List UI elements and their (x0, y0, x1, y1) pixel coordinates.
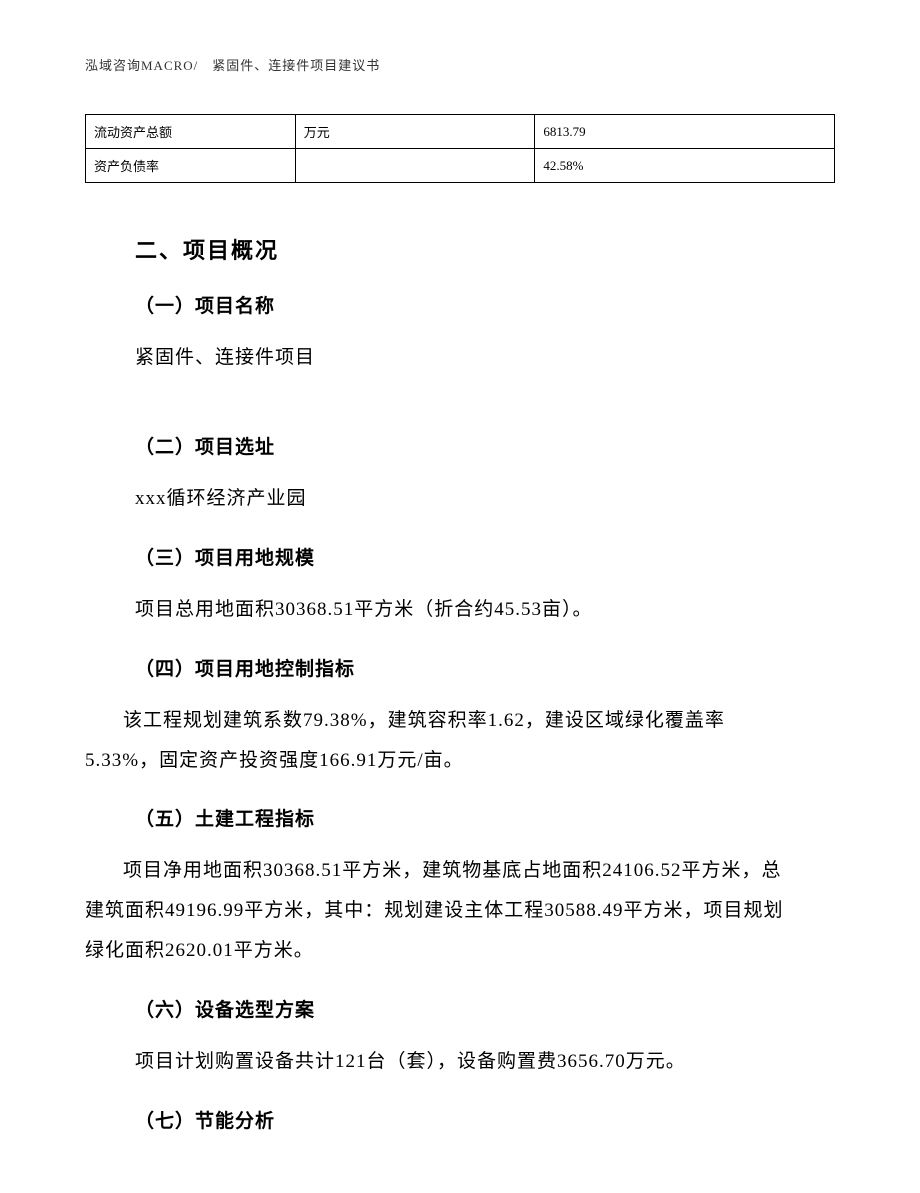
subsection-heading: （一）项目名称 (135, 291, 785, 318)
subsection-heading: （三）项目用地规模 (135, 543, 785, 570)
table-cell-label: 资产负债率 (86, 149, 296, 183)
subsection-heading: （五）土建工程指标 (135, 804, 785, 831)
body-text: 该工程规划建筑系数79.38%，建筑容积率1.62，建设区域绿化覆盖率5.33%… (85, 701, 785, 781)
subsection-heading: （七）节能分析 (135, 1106, 785, 1133)
financial-table: 流动资产总额 万元 6813.79 资产负债率 42.58% (85, 114, 835, 183)
subsection-heading: （二）项目选址 (135, 432, 785, 459)
body-text: 项目计划购置设备共计121台（套），设备购置费3656.70万元。 (135, 1042, 785, 1082)
table-row: 流动资产总额 万元 6813.79 (86, 115, 835, 149)
section-title: 二、项目概况 (135, 233, 785, 265)
table-cell-value: 42.58% (535, 149, 835, 183)
subsection-heading: （四）项目用地控制指标 (135, 654, 785, 681)
table-cell-unit: 万元 (295, 115, 535, 149)
table-cell-unit (295, 149, 535, 183)
table-cell-label: 流动资产总额 (86, 115, 296, 149)
subsection-heading: （六）设备选型方案 (135, 995, 785, 1022)
body-text: 项目总用地面积30368.51平方米（折合约45.53亩）。 (135, 590, 785, 630)
table-cell-value: 6813.79 (535, 115, 835, 149)
body-text: 项目净用地面积30368.51平方米，建筑物基底占地面积24106.52平方米，… (85, 851, 785, 971)
body-text: 紧固件、连接件项目 (135, 338, 785, 378)
body-text: xxx循环经济产业园 (135, 479, 785, 519)
page-header: 泓域咨询MACRO/ 紧固件、连接件项目建议书 (85, 55, 835, 74)
table-row: 资产负债率 42.58% (86, 149, 835, 183)
